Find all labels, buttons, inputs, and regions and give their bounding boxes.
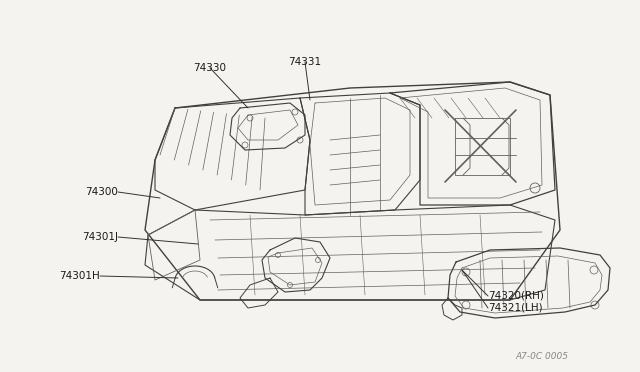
- Text: 74300: 74300: [85, 187, 118, 197]
- Text: 74301H: 74301H: [60, 271, 100, 281]
- Text: 74301J: 74301J: [82, 232, 118, 242]
- Text: A7-0C 0005: A7-0C 0005: [515, 352, 568, 361]
- Text: 74331: 74331: [289, 57, 321, 67]
- Text: 74321(LH): 74321(LH): [488, 303, 543, 313]
- Text: 74330: 74330: [193, 63, 227, 73]
- Text: 74320(RH): 74320(RH): [488, 291, 544, 301]
